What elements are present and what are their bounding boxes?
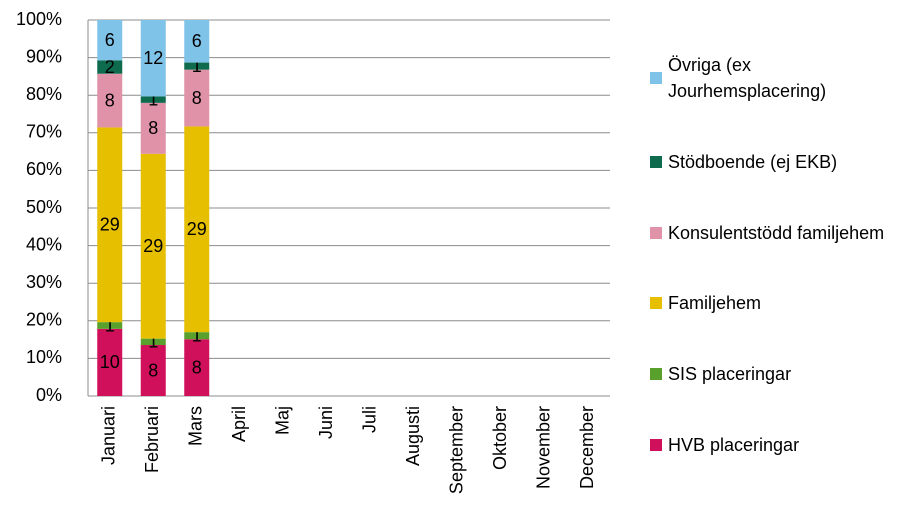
- data-label: 1: [192, 325, 202, 345]
- data-label: 29: [100, 215, 120, 235]
- legend-item: Stödboende (ej EKB): [650, 149, 890, 175]
- legend-label: Stödboende (ej EKB): [668, 152, 838, 172]
- y-tick-label: 80%: [26, 84, 62, 104]
- data-label: 10: [100, 352, 120, 372]
- bar-segment: [97, 20, 123, 61]
- legend-swatch: [650, 297, 662, 310]
- y-tick-label: 40%: [26, 234, 62, 254]
- bar-segment: [97, 328, 123, 396]
- y-tick-label: 50%: [26, 197, 62, 217]
- y-tick-label: 60%: [26, 159, 62, 179]
- data-label: 12: [143, 48, 163, 68]
- data-label: 8: [192, 357, 202, 377]
- legend-label: SIS placeringar: [668, 363, 792, 384]
- data-label: 6: [105, 30, 115, 50]
- data-label: 29: [143, 236, 163, 256]
- bar-segment: [184, 69, 210, 127]
- x-tick-label: Januari: [99, 406, 119, 465]
- y-tick-label: 30%: [26, 272, 62, 292]
- data-label: 8: [148, 118, 158, 138]
- bar-segment: [184, 62, 210, 70]
- x-tick-label: April: [229, 406, 249, 442]
- chart: 0% 10% 20% 30% 40% 50% 60% 70% 80% 90% 100% Januari…: [16, 9, 610, 494]
- legend-item: Konsulentstödd familjehem: [650, 220, 890, 246]
- legend-swatch: [650, 367, 662, 380]
- y-tick-label: 100%: [16, 9, 62, 29]
- data-label: 1: [105, 315, 115, 335]
- legend-swatch: [650, 438, 662, 451]
- x-tick-label: Juli: [360, 406, 380, 433]
- data-label: 6: [192, 31, 202, 51]
- x-tick-label: Mars: [186, 406, 206, 446]
- x-tick-label: November: [534, 406, 554, 489]
- data-label: 2: [105, 57, 115, 77]
- legend-label: Konsulentstödd familjehem: [668, 222, 885, 243]
- legend-label: HVB placeringar: [668, 434, 800, 455]
- bar-segment: [97, 60, 123, 74]
- legend-swatch: [650, 72, 662, 85]
- data-label: 1: [192, 56, 202, 76]
- bar-segment: [140, 102, 166, 154]
- x-tick-label: Oktober: [490, 406, 510, 470]
- data-label: 29: [187, 219, 207, 239]
- y-tick-label: 10%: [26, 347, 62, 367]
- legend-swatch: [650, 156, 662, 169]
- bar-segment: [140, 96, 166, 103]
- y-tick-label: 20%: [26, 310, 62, 330]
- data-label: 8: [105, 90, 115, 110]
- legend: Övriga (ex Jourhemsplacering) Stödboende …: [650, 30, 890, 480]
- y-tick-label: 90%: [26, 46, 62, 66]
- x-tick-label: September: [447, 406, 467, 494]
- bar-segment: [140, 338, 166, 346]
- legend-item: Familjehem: [650, 290, 890, 316]
- bar-segment: [140, 345, 166, 396]
- legend-item: Övriga (ex Jourhemsplacering): [650, 52, 890, 104]
- y-tick-label: 0%: [36, 385, 62, 405]
- legend-item: HVB placeringar: [650, 432, 890, 458]
- x-tick-label: Maj: [273, 406, 293, 435]
- data-label: 1: [148, 89, 158, 109]
- x-tick-label: Augusti: [403, 406, 423, 466]
- bar-segment: [97, 73, 123, 128]
- bar-segment: [97, 127, 123, 323]
- legend-label: Övriga (ex Jourhemsplacering): [668, 55, 827, 102]
- data-label: 1: [148, 332, 158, 352]
- x-tick-label: Februari: [142, 406, 162, 473]
- bar-segment: [184, 332, 210, 340]
- legend-swatch: [650, 226, 662, 239]
- bar-segment: [184, 126, 210, 333]
- legend-label: Familjehem: [668, 293, 762, 314]
- bar-segment: [140, 20, 166, 97]
- x-tick-label: December: [577, 406, 597, 489]
- bar-segment: [140, 153, 166, 339]
- legend-item: SIS placeringar: [650, 361, 890, 387]
- y-tick-label: 70%: [26, 122, 62, 142]
- bar-segment: [97, 322, 123, 329]
- data-label: 8: [148, 360, 158, 380]
- bar-segment: [184, 339, 210, 396]
- data-label: 8: [192, 88, 202, 108]
- x-tick-label: Juni: [316, 406, 336, 439]
- bar-segment: [184, 20, 210, 63]
